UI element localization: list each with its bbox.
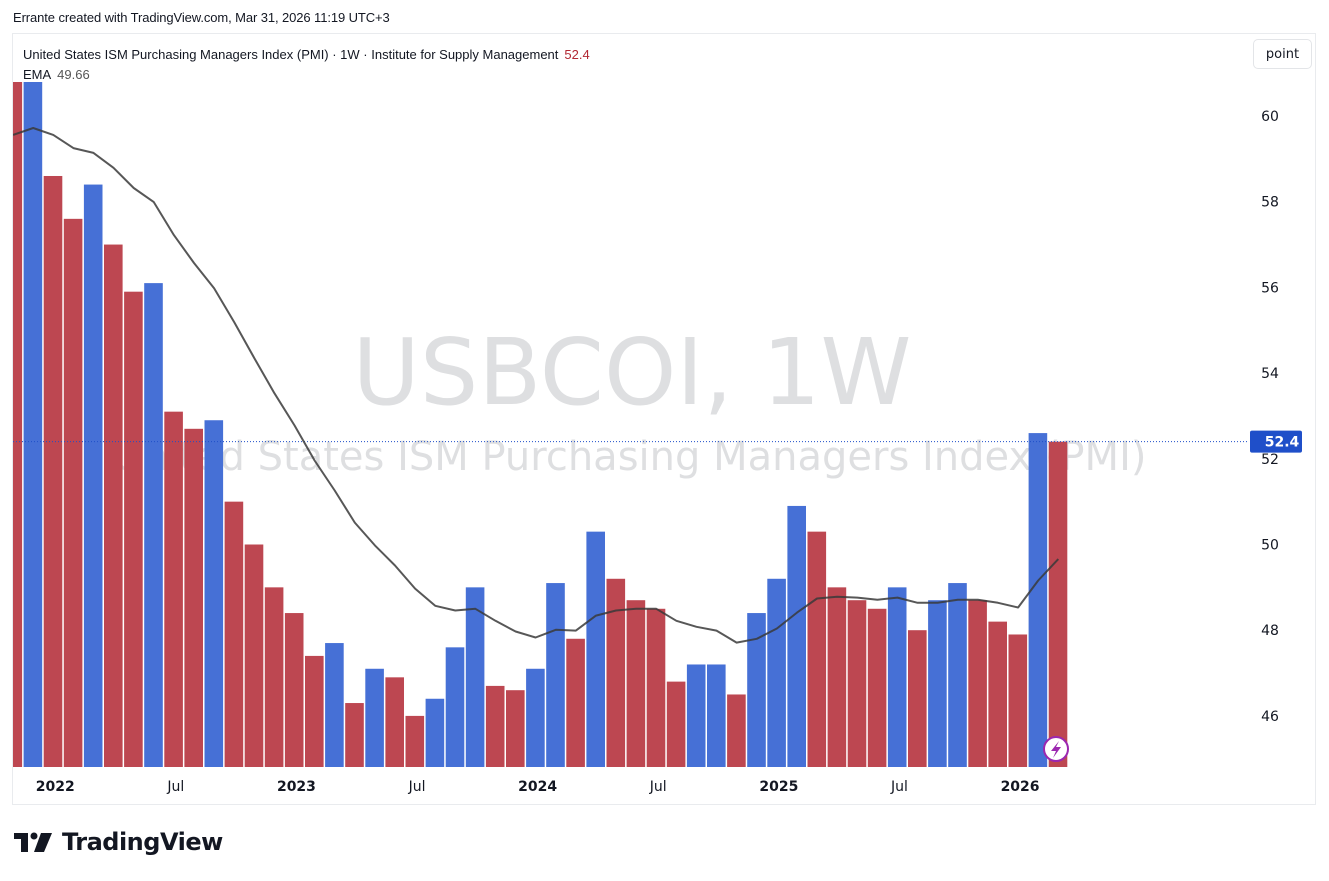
x-tick-label: 2022 — [36, 779, 75, 795]
pmi-bar[interactable] — [164, 411, 183, 767]
ema-line-group — [13, 127, 1060, 644]
pmi-bar[interactable] — [747, 613, 766, 767]
y-tick-label: 52 — [1261, 452, 1279, 468]
chart-legend[interactable]: United States ISM Purchasing Managers In… — [23, 45, 590, 85]
pmi-bar[interactable] — [1048, 441, 1068, 767]
x-tick-label: Jul — [890, 779, 908, 795]
pmi-bar[interactable] — [867, 608, 887, 767]
x-tick-label: Jul — [408, 779, 426, 795]
pmi-bar[interactable] — [425, 698, 445, 767]
pmi-bar[interactable] — [887, 587, 907, 767]
x-tick-label: Jul — [166, 779, 184, 795]
tradingview-logo-icon — [14, 832, 52, 852]
y-tick-label: 48 — [1261, 623, 1279, 639]
y-tick-label: 46 — [1261, 709, 1279, 725]
pmi-bar[interactable] — [847, 600, 867, 767]
watermark-symbol: USBCOI, 1W — [352, 319, 911, 426]
series-title: United States ISM Purchasing Managers In… — [23, 47, 559, 62]
pmi-bar[interactable] — [606, 578, 626, 767]
pmi-bar[interactable] — [144, 283, 163, 767]
pmi-bar[interactable] — [948, 583, 967, 767]
pmi-bars — [4, 73, 1068, 768]
x-tick-label: Jul — [649, 779, 667, 795]
pmi-bar[interactable] — [124, 291, 143, 767]
y-tick-label: 56 — [1261, 280, 1279, 296]
pmi-bar[interactable] — [827, 587, 847, 767]
pmi-bar[interactable] — [244, 544, 264, 768]
pmi-bar[interactable] — [63, 218, 83, 767]
y-tick-label: 50 — [1261, 538, 1279, 554]
ema-value: 49.66 — [57, 67, 90, 82]
pmi-bar[interactable] — [325, 643, 344, 767]
pmi-bar[interactable] — [566, 638, 585, 767]
pmi-bar[interactable] — [224, 501, 244, 767]
scale-mode-button[interactable]: point — [1253, 39, 1312, 69]
pmi-bar[interactable] — [686, 664, 706, 767]
pmi-bar[interactable] — [465, 587, 485, 767]
lightning-badge[interactable] — [1043, 736, 1069, 762]
x-tick-label: 2025 — [759, 779, 798, 795]
x-tick-label: 2026 — [1001, 779, 1040, 795]
pmi-bar[interactable] — [908, 630, 927, 767]
symbol-watermark: USBCOI, 1W United States ISM Purchasing … — [114, 319, 1147, 480]
tradingview-logo-text: TradingView — [62, 828, 223, 856]
tradingview-logo[interactable]: TradingView — [14, 828, 223, 856]
x-tick-label: 2024 — [518, 779, 557, 795]
pmi-bar[interactable] — [626, 600, 646, 767]
y-tick-label: 60 — [1261, 109, 1279, 125]
pmi-bar[interactable] — [968, 600, 987, 767]
y-tick-label: 58 — [1261, 195, 1279, 211]
series-last-value: 52.4 — [564, 47, 590, 62]
pmi-bar[interactable] — [506, 690, 525, 767]
pmi-bar[interactable] — [727, 694, 746, 767]
last-price-tag: 52.4 — [1250, 430, 1302, 453]
pmi-bar[interactable] — [385, 677, 404, 767]
pmi-bar[interactable] — [767, 578, 786, 767]
pmi-bar[interactable] — [787, 505, 806, 767]
pmi-bar[interactable] — [928, 600, 947, 767]
pmi-bar[interactable] — [104, 244, 123, 767]
x-tick-label: 2023 — [277, 779, 316, 795]
pmi-bar[interactable] — [4, 82, 23, 767]
last-price-tag-bg — [1250, 430, 1302, 453]
pmi-bar[interactable] — [264, 587, 284, 767]
chart-attribution: Errante created with TradingView.com, Ma… — [13, 10, 390, 25]
pmi-bar[interactable] — [807, 531, 827, 767]
pmi-bar[interactable] — [646, 608, 666, 767]
y-tick-label: 54 — [1261, 366, 1279, 382]
pmi-bar[interactable] — [666, 681, 686, 767]
ema-line[interactable] — [13, 127, 1060, 644]
pmi-bar[interactable] — [988, 621, 1007, 767]
pmi-bar[interactable] — [546, 583, 565, 767]
ema-label: EMA — [23, 67, 52, 82]
price-axis[interactable]: 46 48 50 52 54 56 58 60 — [1261, 109, 1279, 725]
pmi-bar[interactable] — [184, 428, 203, 767]
pmi-bar[interactable] — [43, 175, 63, 767]
last-price-tag-text: 52.4 — [1265, 435, 1300, 451]
time-axis[interactable]: 2022 Jul 2023 Jul 2024 Jul 2025 Jul 2026 — [36, 779, 1040, 795]
pmi-bar[interactable] — [83, 184, 103, 767]
pmi-bar[interactable] — [204, 420, 224, 767]
pmi-bar[interactable] — [1028, 433, 1048, 767]
pmi-bar[interactable] — [485, 685, 505, 767]
pmi-bar[interactable] — [405, 715, 425, 767]
series-legend-row[interactable]: United States ISM Purchasing Managers In… — [23, 45, 590, 65]
pmi-bar[interactable] — [305, 655, 324, 767]
pmi-bar[interactable] — [345, 703, 364, 767]
pmi-bar[interactable] — [284, 613, 304, 767]
pmi-bar[interactable] — [23, 73, 43, 767]
watermark-description: United States ISM Purchasing Managers In… — [114, 434, 1147, 480]
pmi-bar[interactable] — [707, 664, 726, 767]
pmi-bar[interactable] — [445, 647, 465, 767]
lightning-icon — [1051, 741, 1061, 758]
pmi-bar[interactable] — [1008, 634, 1028, 767]
pmi-bar[interactable] — [526, 668, 545, 767]
pmi-bar[interactable] — [365, 668, 384, 767]
pmi-bar[interactable] — [586, 531, 605, 767]
ema-legend-row[interactable]: EMA 49.66 — [23, 65, 590, 85]
